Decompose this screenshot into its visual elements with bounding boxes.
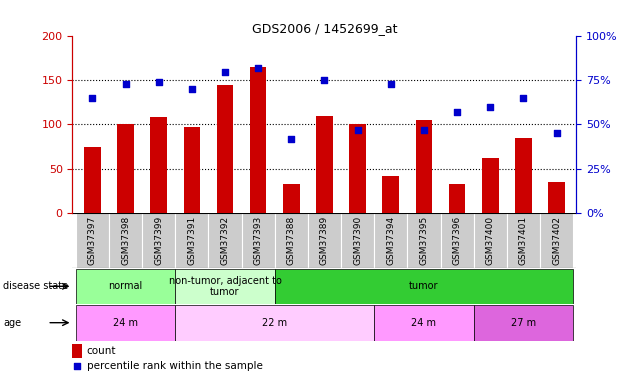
Point <box>551 130 561 136</box>
Bar <box>84 147 101 213</box>
Text: age: age <box>3 318 21 328</box>
Text: non-tumor, adjacent to
tumor: non-tumor, adjacent to tumor <box>169 276 282 297</box>
Bar <box>548 182 565 213</box>
Bar <box>183 127 200 213</box>
Bar <box>151 117 167 213</box>
Bar <box>76 213 109 268</box>
Point <box>353 127 363 133</box>
Point <box>253 65 263 71</box>
Bar <box>142 213 175 268</box>
Bar <box>474 213 507 268</box>
Text: GSM37391: GSM37391 <box>187 216 197 266</box>
Text: percentile rank within the sample: percentile rank within the sample <box>86 361 263 371</box>
Bar <box>275 268 573 304</box>
Bar <box>507 213 540 268</box>
Bar <box>76 305 175 340</box>
Bar <box>308 213 341 268</box>
Bar <box>109 213 142 268</box>
Text: GSM37396: GSM37396 <box>452 216 462 266</box>
Bar <box>349 124 366 213</box>
Point <box>154 79 164 85</box>
Point <box>220 69 230 75</box>
Point <box>319 78 329 84</box>
Text: normal: normal <box>108 281 142 291</box>
Text: GSM37399: GSM37399 <box>154 216 163 266</box>
Bar <box>72 344 81 358</box>
Text: GSM37390: GSM37390 <box>353 216 362 266</box>
Text: GSM37397: GSM37397 <box>88 216 97 266</box>
Text: 24 m: 24 m <box>411 318 437 328</box>
Bar <box>341 213 374 268</box>
Bar <box>416 120 432 213</box>
Bar <box>175 268 275 304</box>
Bar <box>440 213 474 268</box>
Text: disease state: disease state <box>3 281 68 291</box>
Text: GSM37400: GSM37400 <box>486 216 495 265</box>
Point <box>120 81 130 87</box>
Bar <box>209 213 241 268</box>
Bar <box>283 184 300 213</box>
Point <box>186 86 197 92</box>
Bar <box>76 268 175 304</box>
Text: 22 m: 22 m <box>262 318 287 328</box>
Bar <box>540 213 573 268</box>
Bar <box>316 116 333 213</box>
Text: GSM37402: GSM37402 <box>552 216 561 265</box>
Bar <box>374 305 474 340</box>
Text: GSM37389: GSM37389 <box>320 216 329 266</box>
Text: 27 m: 27 m <box>511 318 536 328</box>
Bar <box>175 305 374 340</box>
Text: tumor: tumor <box>409 281 438 291</box>
Text: GSM37398: GSM37398 <box>121 216 130 266</box>
Title: GDS2006 / 1452699_at: GDS2006 / 1452699_at <box>252 22 397 35</box>
Text: GSM37394: GSM37394 <box>386 216 395 265</box>
Text: GSM37393: GSM37393 <box>254 216 263 266</box>
Text: 24 m: 24 m <box>113 318 138 328</box>
Bar <box>117 124 134 213</box>
Bar <box>374 213 408 268</box>
Point <box>360 304 370 310</box>
Bar <box>482 158 498 213</box>
Bar <box>449 184 466 213</box>
Bar <box>250 67 266 213</box>
Point <box>452 109 462 115</box>
Point <box>419 127 429 133</box>
Point <box>518 95 529 101</box>
Point <box>88 95 98 101</box>
Text: GSM37401: GSM37401 <box>519 216 528 265</box>
Text: count: count <box>86 346 116 356</box>
Bar <box>241 213 275 268</box>
Bar <box>382 176 399 213</box>
Bar <box>175 213 209 268</box>
Text: GSM37392: GSM37392 <box>220 216 229 265</box>
Text: GSM37388: GSM37388 <box>287 216 296 266</box>
Bar <box>515 138 532 213</box>
Point <box>386 81 396 87</box>
Point <box>286 136 296 142</box>
Bar <box>217 85 233 213</box>
Point <box>485 104 495 110</box>
Text: GSM37395: GSM37395 <box>420 216 428 266</box>
Bar <box>275 213 308 268</box>
Bar <box>474 305 573 340</box>
Bar <box>408 213 440 268</box>
